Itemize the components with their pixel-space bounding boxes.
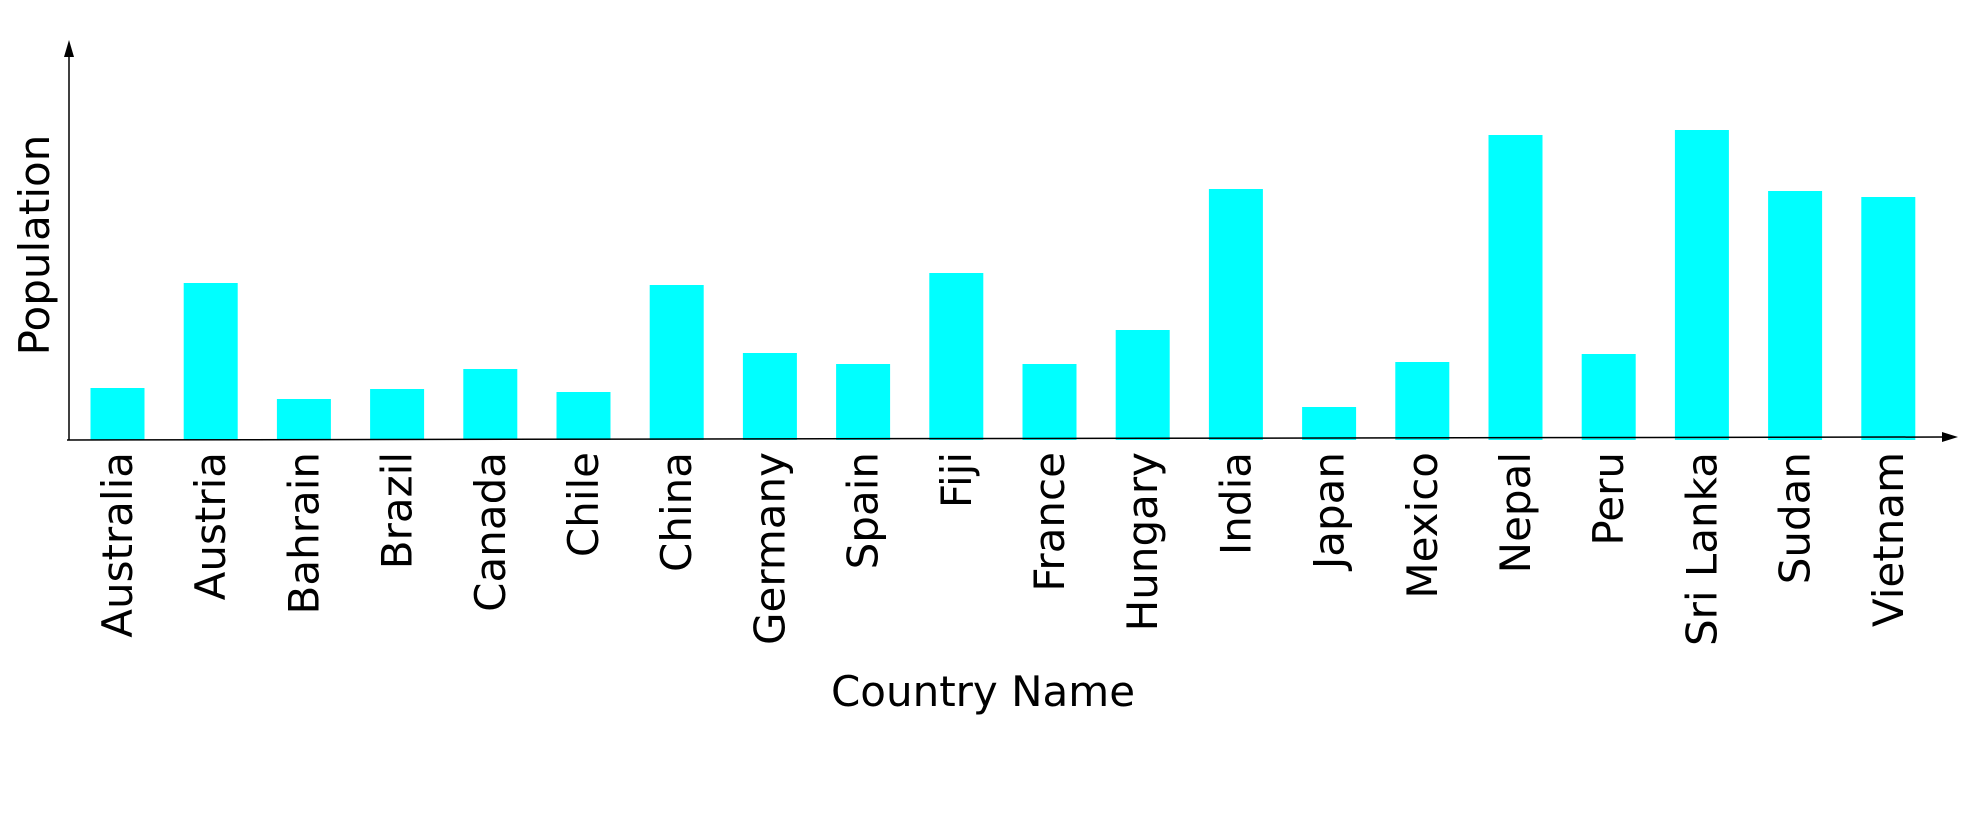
bar-france	[1022, 364, 1077, 440]
x-tick-label-brazil: Brazil	[373, 452, 422, 569]
x-tick-labels: Australia Austria Bahrain Brazil Canada Chile…	[93, 452, 1913, 646]
y-axis-title: Population	[10, 135, 59, 356]
x-tick-label-france: France	[1025, 452, 1074, 592]
bar-vietnam	[1861, 197, 1916, 440]
bar-brazil	[370, 389, 425, 440]
x-axis-line	[66, 436, 1946, 441]
bar-bahrain	[276, 399, 331, 440]
bar-japan	[1302, 407, 1357, 440]
x-tick-label-sri-lanka: Sri Lanka	[1677, 452, 1726, 646]
x-tick-label-india: India	[1211, 452, 1260, 555]
bar-spain	[836, 364, 891, 440]
x-tick-label-vietnam: Vietnam	[1864, 452, 1913, 627]
bar-fiji	[929, 273, 984, 440]
bar-nepal	[1488, 135, 1543, 440]
bars-group	[90, 130, 1916, 440]
bar-sudan	[1768, 191, 1823, 440]
x-tick-label-bahrain: Bahrain	[279, 452, 328, 614]
bar-canada	[463, 369, 518, 440]
x-tick-label-nepal: Nepal	[1491, 452, 1540, 573]
x-tick-label-peru: Peru	[1584, 452, 1633, 546]
x-axis-title: Country Name	[831, 667, 1135, 716]
bar-china	[649, 285, 704, 440]
y-axis-arrow-icon	[64, 40, 74, 57]
x-tick-label-austria: Austria	[186, 452, 235, 600]
bar-sri-lanka	[1674, 130, 1729, 440]
x-tick-label-chile: Chile	[559, 452, 608, 557]
bar-india	[1208, 189, 1263, 440]
x-axis-arrow-icon	[1942, 432, 1958, 442]
bar-chile	[556, 392, 611, 440]
x-tick-label-fiji: Fiji	[932, 452, 981, 508]
x-tick-label-germany: Germany	[745, 452, 794, 645]
x-tick-label-spain: Spain	[839, 452, 888, 569]
bar-germany	[742, 353, 797, 440]
x-tick-label-china: China	[652, 452, 701, 572]
bar-australia	[90, 388, 145, 440]
x-tick-label-japan: Japan	[1305, 452, 1354, 572]
x-tick-label-hungary: Hungary	[1118, 452, 1167, 631]
x-tick-label-australia: Australia	[93, 452, 142, 638]
x-tick-label-sudan: Sudan	[1771, 452, 1820, 584]
bar-mexico	[1395, 362, 1450, 440]
bar-austria	[183, 283, 238, 440]
x-tick-label-mexico: Mexico	[1398, 452, 1447, 599]
x-tick-label-canada: Canada	[466, 452, 515, 612]
bar-peru	[1581, 354, 1636, 440]
bar-hungary	[1115, 330, 1170, 440]
